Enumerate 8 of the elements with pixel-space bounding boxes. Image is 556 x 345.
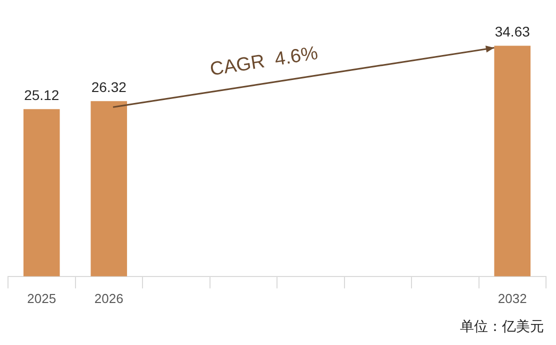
x-tick-label: 2032: [498, 290, 527, 306]
data-label: 25.12: [24, 86, 60, 103]
x-tick-label: 2025: [27, 290, 56, 306]
x-tick-label: 2026: [94, 290, 124, 306]
data-label: 26.32: [91, 78, 127, 95]
text: 单位：亿美元: [460, 318, 544, 336]
annotation: CAGR 4.6%: [208, 42, 320, 80]
data-label: 34.63: [494, 24, 530, 40]
